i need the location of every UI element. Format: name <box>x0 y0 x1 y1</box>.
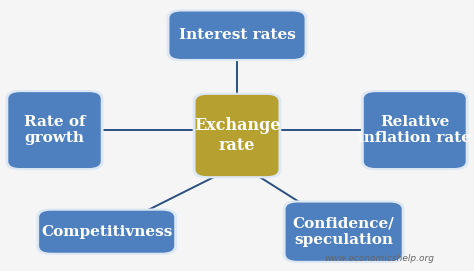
Text: Exchange
rate: Exchange rate <box>194 117 280 154</box>
FancyBboxPatch shape <box>6 90 104 170</box>
FancyBboxPatch shape <box>285 203 402 261</box>
Text: Rate of
growth: Rate of growth <box>24 115 85 146</box>
FancyBboxPatch shape <box>39 211 174 253</box>
Text: www.economicshelp.org: www.economicshelp.org <box>324 254 434 263</box>
Text: Confidence/
speculation: Confidence/ speculation <box>293 216 394 247</box>
FancyBboxPatch shape <box>195 95 278 176</box>
Text: Interest rates: Interest rates <box>179 28 295 42</box>
FancyBboxPatch shape <box>361 90 468 170</box>
FancyBboxPatch shape <box>364 92 465 168</box>
FancyBboxPatch shape <box>192 93 281 178</box>
Text: Relative
inflation rate: Relative inflation rate <box>358 115 471 146</box>
FancyBboxPatch shape <box>167 9 307 61</box>
FancyBboxPatch shape <box>36 209 177 255</box>
FancyBboxPatch shape <box>283 201 405 263</box>
Text: Competitivness: Competitivness <box>41 225 173 239</box>
FancyBboxPatch shape <box>8 92 100 168</box>
FancyBboxPatch shape <box>170 11 304 59</box>
